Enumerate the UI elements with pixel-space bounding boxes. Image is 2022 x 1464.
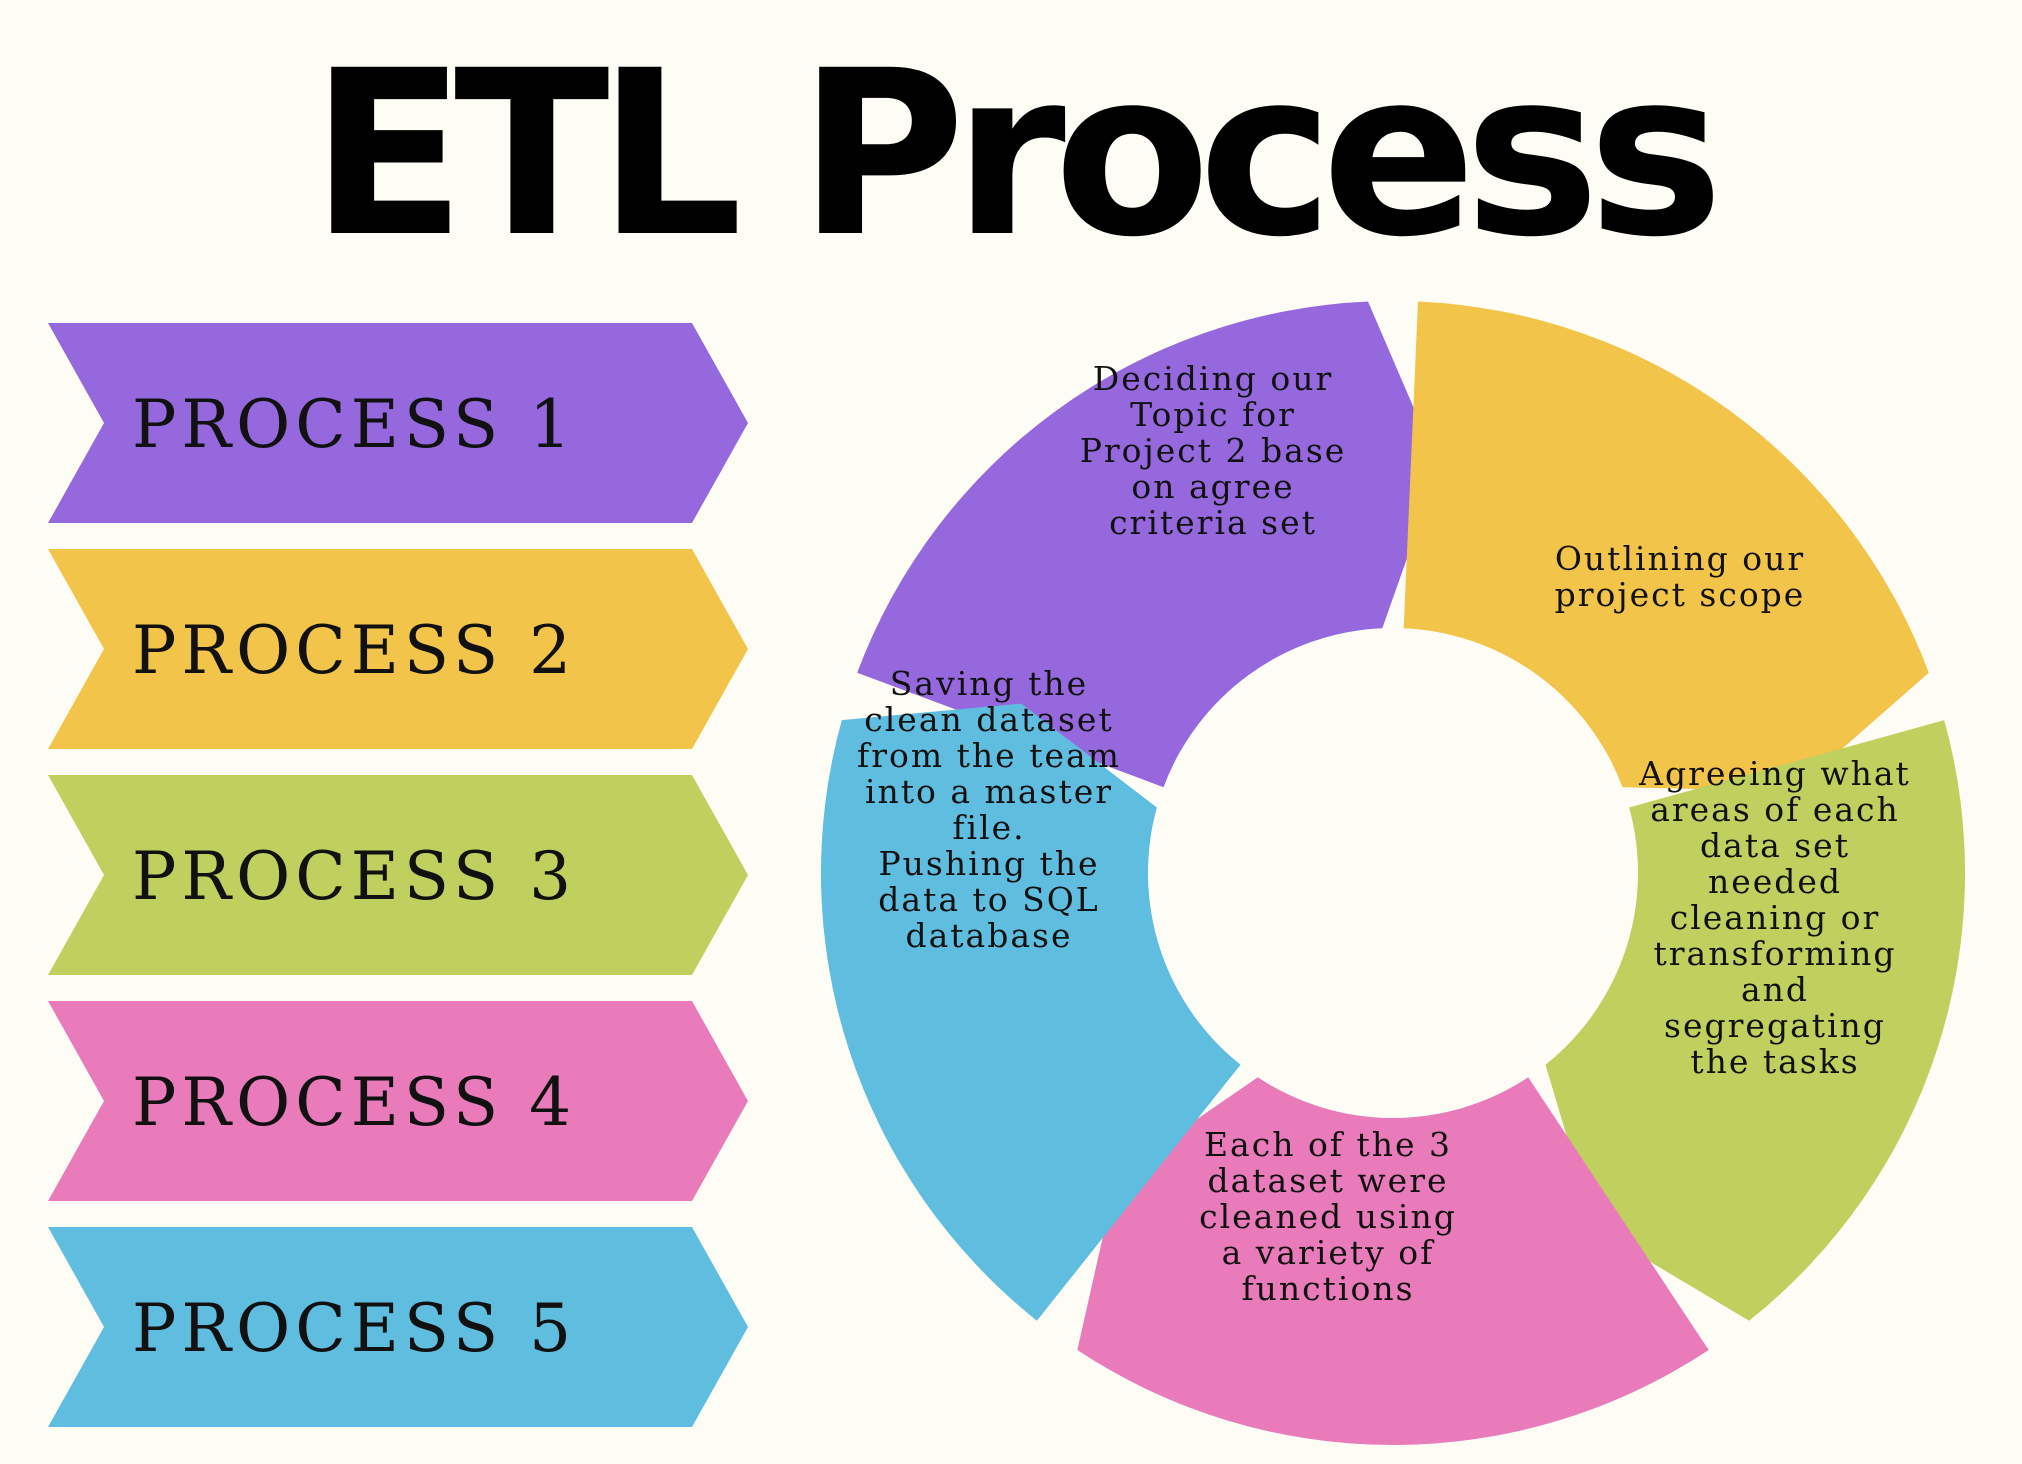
cycle-step-text-line: clean dataset [864, 700, 1113, 739]
cycle-step-text-line: on agree [1131, 467, 1294, 506]
cycle-step-text-line: cleaning or [1670, 898, 1881, 937]
cycle-step-text-line: Each of the 3 [1204, 1125, 1452, 1164]
cycle-step-text-line: data to SQL [878, 880, 1099, 919]
chevron-shape [48, 775, 748, 975]
cycle-step-shape [1077, 1077, 1709, 1446]
cycle-step-text-line: areas of each [1650, 790, 1900, 829]
process-chevron-4: PROCESS 4 [48, 1001, 748, 1201]
cycle-step-text-line: functions [1241, 1269, 1414, 1308]
cycle-step-text-line: criteria set [1109, 503, 1317, 542]
cycle-step-text-line: Project 2 base [1080, 431, 1347, 470]
cycle-step-text-line: from the team [857, 736, 1121, 775]
process-label: PROCESS 5 [132, 1290, 576, 1367]
cycle-step-text-line: file. [952, 808, 1025, 847]
cycle-step-text-line: project scope [1555, 575, 1806, 614]
cycle-step-text-line: needed [1708, 862, 1842, 901]
process-chevron-2: PROCESS 2 [48, 549, 748, 749]
cycle-step-text-line: Outlining our [1555, 539, 1805, 578]
page-title: ETL Process [310, 21, 1723, 287]
cycle-step-text-line: cleaned using [1199, 1197, 1457, 1236]
cycle-step-text-line: data set [1700, 826, 1850, 865]
cycle-step-text-line: Pushing the [878, 844, 1099, 883]
cycle-step-shape [820, 703, 1241, 1321]
cycle-step-text-line: dataset were [1207, 1161, 1448, 1200]
cycle-step-text-line: Agreeing what [1638, 754, 1911, 793]
cycle-step-text-line: database [906, 916, 1073, 955]
process-chevron-list: PROCESS 1 PROCESS 2 PROCESS 3 PROCESS 4 PROC… [48, 323, 748, 1427]
cycle-step-shape [857, 301, 1440, 788]
process-chevron-3: PROCESS 3 [48, 775, 748, 975]
cycle-step-shape [1545, 720, 1966, 1321]
process-label: PROCESS 3 [132, 838, 576, 915]
cycle-step-text-line: segregating [1664, 1006, 1886, 1045]
chevron-shape [48, 1001, 748, 1201]
cycle-step-text-line: transforming [1654, 934, 1897, 973]
cycle-step-text-line: a variety of [1222, 1233, 1436, 1272]
chevron-shape [48, 323, 748, 523]
chevron-shape [48, 549, 748, 749]
process-chevron-1: PROCESS 1 [48, 323, 748, 523]
process-label: PROCESS 1 [132, 386, 576, 463]
process-chevron-5: PROCESS 5 [48, 1227, 748, 1427]
process-label: PROCESS 4 [132, 1064, 576, 1141]
cycle-step-text-line: and [1741, 970, 1809, 1009]
process-label: PROCESS 2 [132, 612, 576, 689]
cycle-step-text-line: Topic for [1130, 395, 1296, 434]
cycle-step-text-line: Saving the [890, 664, 1088, 703]
cycle-step-text-line: Deciding our [1093, 359, 1333, 398]
cycle-step-text-line: the tasks [1690, 1042, 1859, 1081]
cycle-step-text-line: into a master [865, 772, 1113, 811]
chevron-shape [48, 1227, 748, 1427]
cycle-step-shape [1403, 301, 1929, 792]
